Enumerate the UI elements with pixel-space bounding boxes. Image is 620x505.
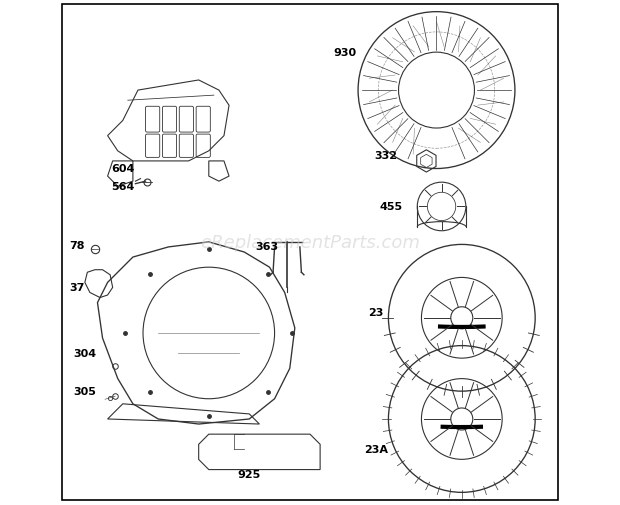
Text: 455: 455 xyxy=(379,201,402,212)
Text: 564: 564 xyxy=(111,181,135,191)
Text: 23A: 23A xyxy=(364,444,388,454)
Text: 305: 305 xyxy=(73,386,96,396)
Text: 37: 37 xyxy=(69,282,85,292)
Text: 604: 604 xyxy=(111,164,135,174)
Text: 304: 304 xyxy=(73,348,96,358)
Text: 78: 78 xyxy=(69,240,85,250)
Text: 23: 23 xyxy=(368,308,383,318)
Text: 930: 930 xyxy=(334,47,357,58)
Text: 363: 363 xyxy=(255,242,278,252)
Text: 925: 925 xyxy=(237,469,261,479)
Text: eReplacementParts.com: eReplacementParts.com xyxy=(200,233,420,251)
Text: 332: 332 xyxy=(374,151,397,161)
